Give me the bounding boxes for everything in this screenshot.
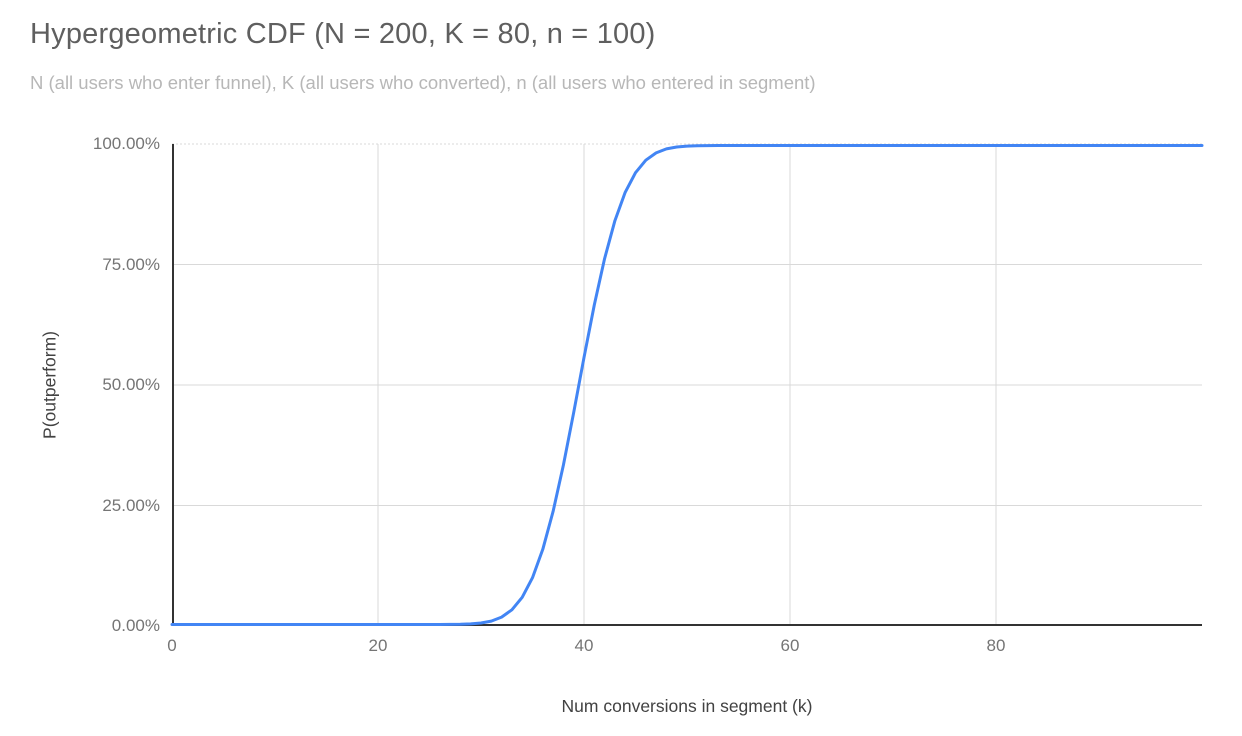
x-tick-label: 20 [368,636,388,655]
x-tick-label: 40 [574,636,594,655]
cdf-chart-canvas [170,143,1204,626]
x-tick-label: 60 [780,636,800,655]
chart-subtitle: N (all users who enter funnel), K (all u… [30,72,816,93]
y-tick-label: 25.00% [102,495,160,515]
y-tick-label: 100.00% [92,134,160,153]
y-tick-label: 50.00% [102,375,160,394]
y-tick-label: 75.00% [102,254,160,274]
page-title: Hypergeometric CDF (N = 200, K = 80, n =… [30,18,656,50]
x-tick-label: 80 [986,636,1006,655]
x-tick-label: 0 [167,636,177,655]
plot-area [170,143,1204,626]
y-axis-title: P(outperform) [39,331,60,439]
x-axis-title: Num conversions in segment (k) [561,696,813,716]
y-tick-label: 0.00% [111,616,160,635]
cdf-curve [170,144,1204,626]
